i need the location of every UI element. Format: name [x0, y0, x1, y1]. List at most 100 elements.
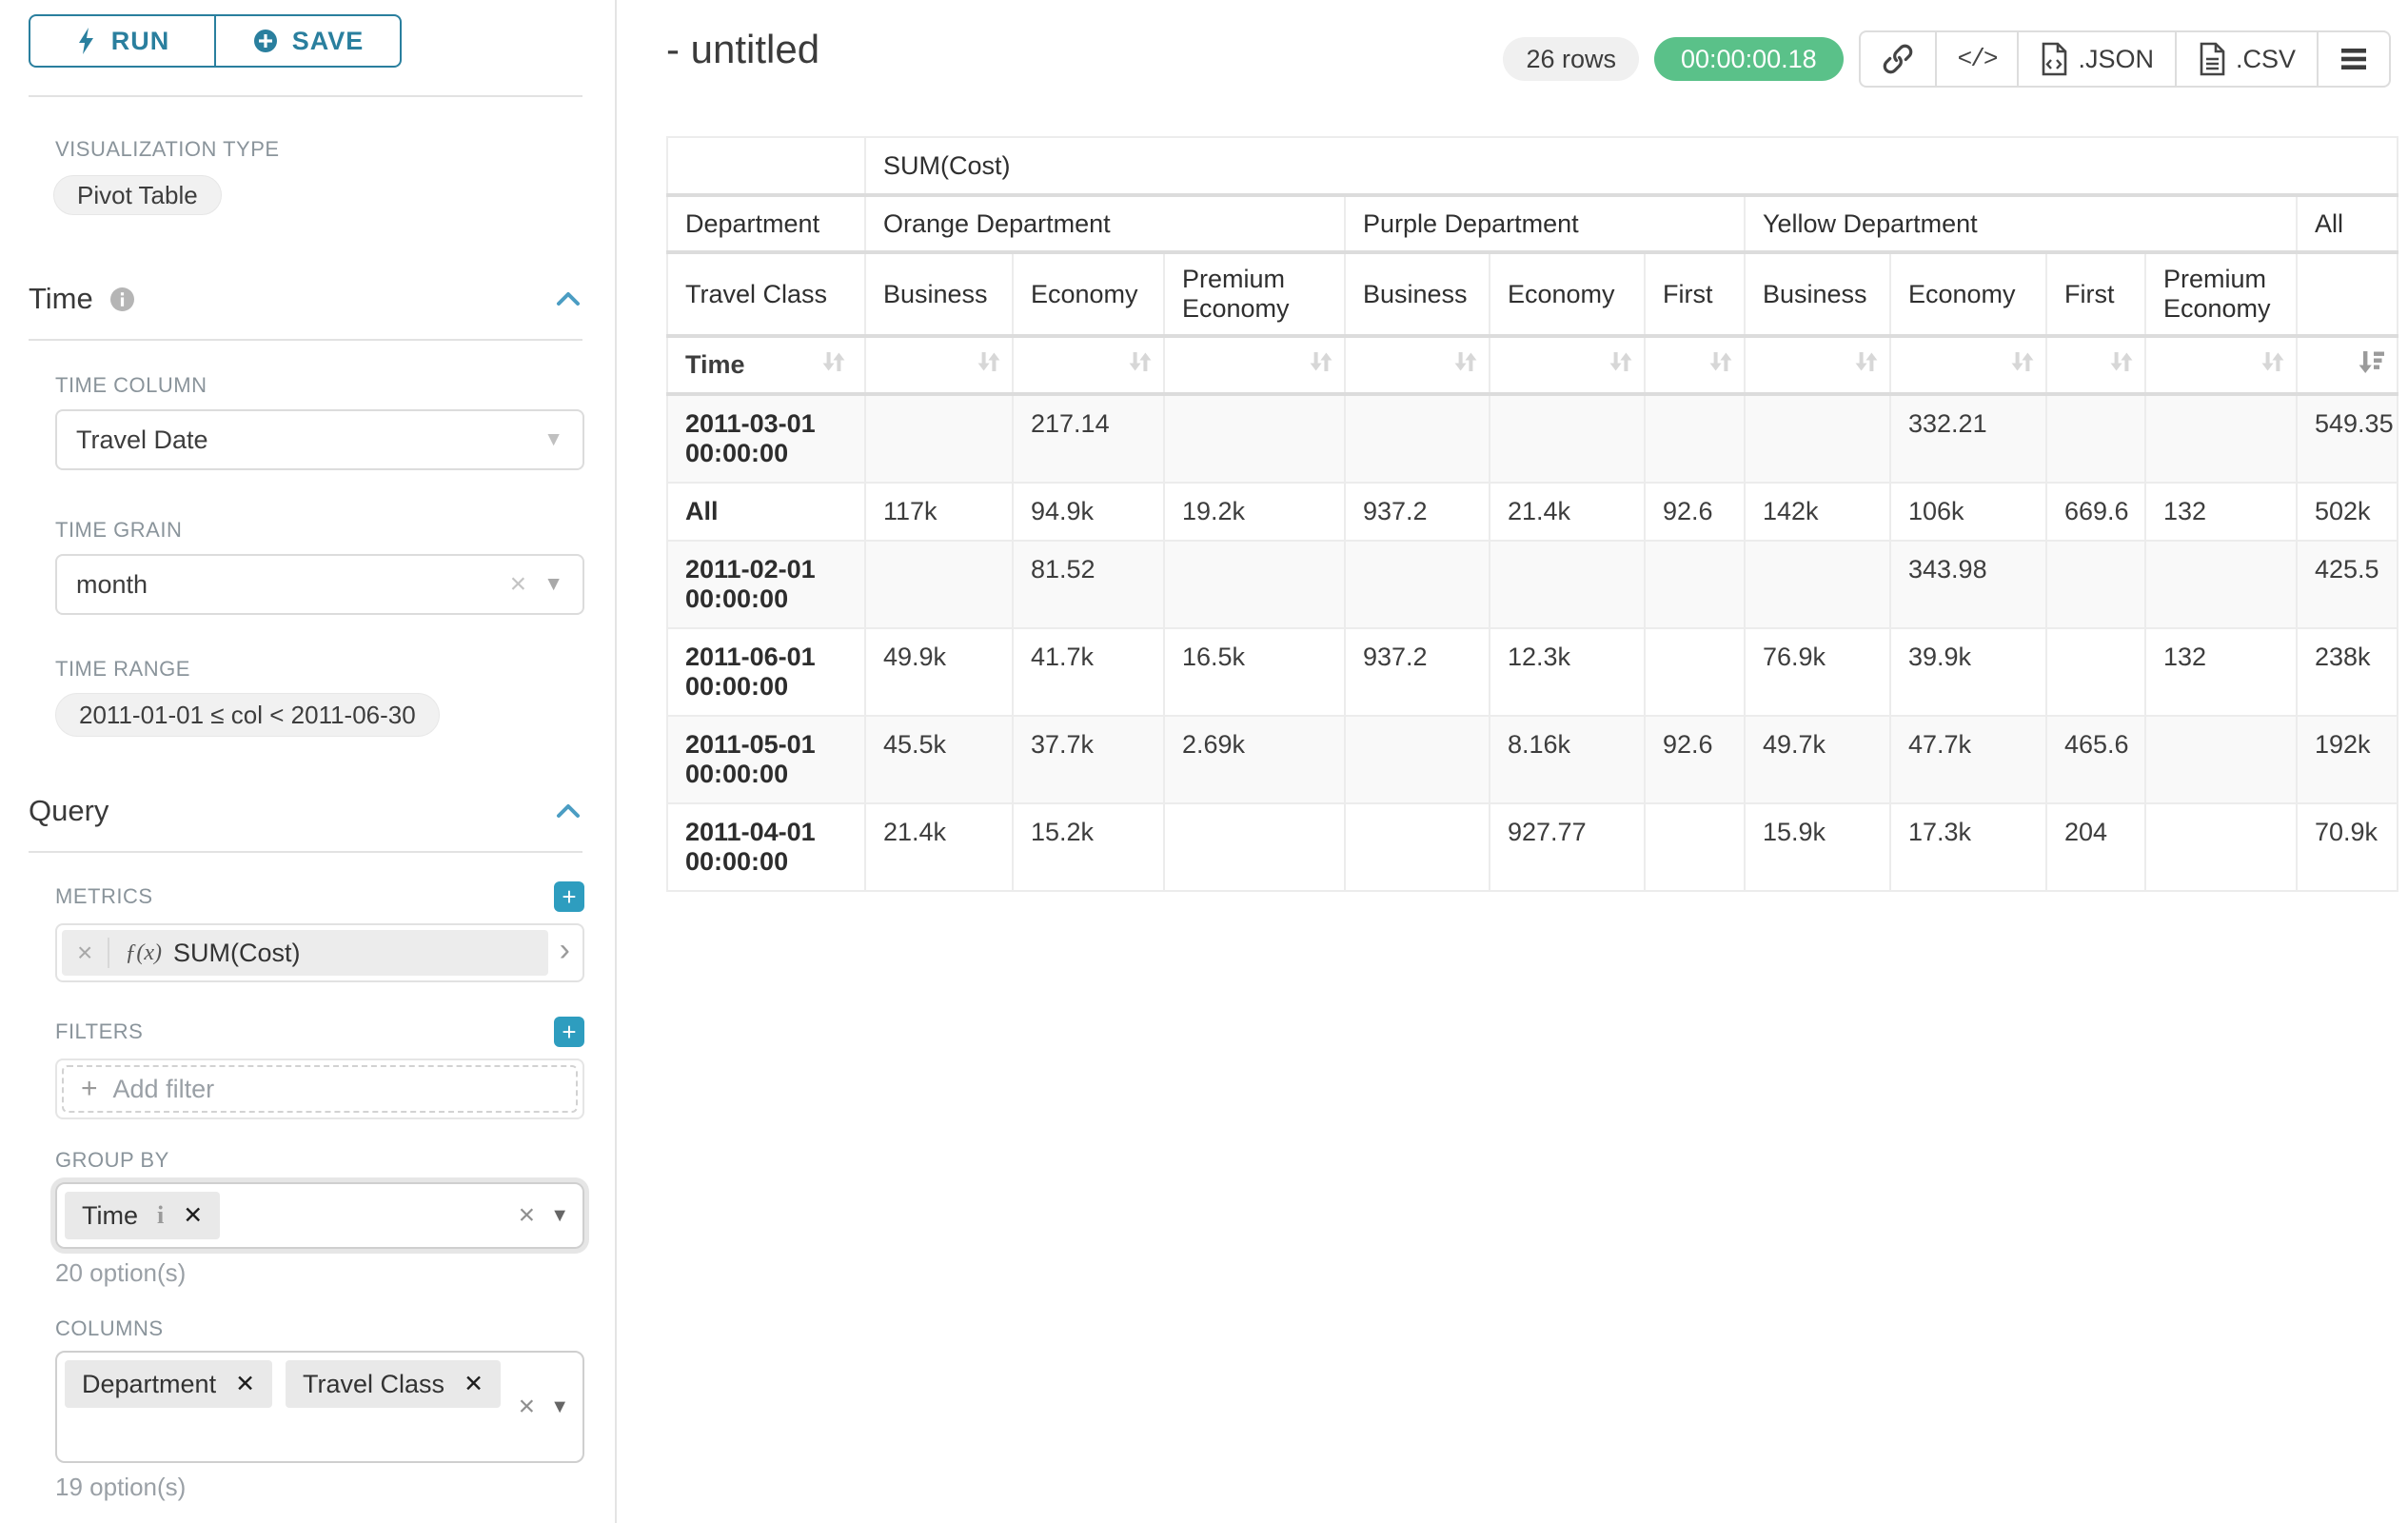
chart-title[interactable]: - untitled [666, 27, 820, 71]
time-range-pill[interactable]: 2011-01-01 ≤ col < 2011-06-30 [55, 693, 440, 737]
chip-label: Travel Class [303, 1369, 445, 1398]
sort-icon[interactable] [1344, 335, 1490, 396]
value-cell [1644, 802, 1746, 892]
value-cell [1163, 393, 1346, 484]
table-row: All 117k 94.9k 19.2k 937.2 21.4k 92.6 142k 106k 6… [666, 482, 2399, 542]
controls-scroll-area[interactable]: VISUALIZATION TYPE Pivot Table Time TIME… [0, 69, 615, 1523]
sort-icon[interactable] [1163, 335, 1346, 396]
groupby-options-hint: 20 option(s) [55, 1258, 187, 1287]
clear-icon[interactable]: × [518, 1199, 536, 1231]
chevron-up-icon[interactable] [554, 288, 582, 309]
columns-select[interactable]: Department ✕ Travel Class ✕ × ▼ [55, 1351, 584, 1463]
chevron-right-icon[interactable]: › [559, 931, 570, 968]
value-cell: 49.9k [864, 627, 1014, 717]
travel-class-header: Business [864, 251, 1014, 338]
metric-header-row: SUM(Cost) [666, 136, 2399, 197]
chart-control-panel: Chart Type RUN SAVE [0, 0, 617, 1523]
export-csv-button[interactable]: .CSV [2174, 32, 2317, 86]
sort-icon [819, 347, 847, 383]
value-cell: 21.4k [1489, 482, 1646, 542]
value-cell: 70.9k [2295, 802, 2399, 892]
value-cell: 2.69k [1163, 715, 1346, 804]
value-cell: 332.21 [1889, 393, 2047, 484]
value-cell: 937.2 [1344, 627, 1490, 717]
section-divider [29, 851, 582, 853]
sort-icon[interactable] [1489, 335, 1646, 396]
travel-class-header [2295, 251, 2399, 338]
time-column-select[interactable]: Travel Date ▼ [55, 409, 584, 470]
time-axis-header[interactable]: Time [666, 335, 866, 396]
selected-option-chip[interactable]: Time i ✕ [65, 1192, 221, 1239]
caret-down-icon[interactable]: ▼ [550, 1204, 569, 1226]
filters-label: FILTERS [55, 1019, 144, 1043]
value-cell: 927.77 [1489, 802, 1646, 892]
caret-down-icon[interactable]: ▼ [543, 573, 563, 595]
value-cell [1644, 540, 1746, 629]
sort-icon[interactable] [1644, 335, 1746, 396]
selected-option-chip[interactable]: Department ✕ [65, 1360, 273, 1408]
travel-class-header: First [1644, 251, 1746, 338]
remove-chip-icon[interactable]: ✕ [235, 1371, 256, 1397]
value-cell: 106k [1889, 482, 2047, 542]
visualization-type-label: VISUALIZATION TYPE [55, 137, 280, 161]
groupby-select[interactable]: Time i ✕ × ▼ [55, 1182, 584, 1249]
query-section-header: Query [29, 790, 582, 832]
row-label: 2011-05-01 00:00:00 [666, 715, 866, 804]
travel-class-header: Economy [1889, 251, 2047, 338]
selected-option-chip[interactable]: Travel Class ✕ [286, 1360, 502, 1408]
row-count-badge: 26 rows [1503, 37, 1639, 81]
travel-class-header: Premium Economy [1163, 251, 1346, 338]
sort-icon[interactable] [864, 335, 1014, 396]
value-cell: 41.7k [1012, 627, 1165, 717]
metric-chip[interactable]: × ƒ(x) SUM(Cost) [62, 930, 548, 976]
value-cell: 76.9k [1744, 627, 1891, 717]
chevron-up-icon[interactable] [554, 801, 582, 821]
remove-chip-icon[interactable]: ✕ [464, 1371, 484, 1397]
value-cell: 238k [2295, 627, 2399, 717]
run-button[interactable]: RUN [29, 14, 216, 68]
caret-down-icon[interactable]: ▼ [543, 428, 563, 450]
sort-icon[interactable] [1889, 335, 2047, 396]
travel-class-header: Business [1344, 251, 1490, 338]
clear-icon[interactable]: × [518, 1391, 536, 1422]
time-range-label: TIME RANGE [55, 657, 190, 681]
clear-icon[interactable]: × [509, 568, 527, 600]
value-cell [1344, 802, 1490, 892]
remove-chip-icon[interactable]: ✕ [183, 1202, 204, 1229]
add-metric-button[interactable]: + [554, 881, 584, 912]
value-cell [1744, 540, 1891, 629]
metric-header-cell: SUM(Cost) [863, 136, 2399, 197]
export-json-button[interactable]: .JSON [2017, 32, 2175, 86]
sort-icon[interactable] [2045, 335, 2146, 396]
department-group-header: All [2295, 194, 2399, 254]
caret-down-icon[interactable]: ▼ [550, 1395, 569, 1417]
remove-metric-icon[interactable]: × [62, 938, 110, 968]
more-options-button[interactable] [2317, 32, 2389, 86]
view-query-button[interactable]: </> [1934, 32, 2018, 86]
sort-header-row: Time [666, 335, 2399, 396]
add-filter-button[interactable]: + Add filter [62, 1065, 578, 1113]
chip-label: Department [82, 1369, 217, 1398]
filters-header-row: FILTERS + [55, 1017, 584, 1047]
share-link-button[interactable] [1861, 32, 1935, 86]
save-button-label: SAVE [291, 26, 365, 55]
value-cell [1489, 393, 1646, 484]
value-cell: 12.3k [1489, 627, 1646, 717]
viz-type-pill[interactable]: Pivot Table [53, 175, 222, 215]
sort-desc-active-icon[interactable] [2295, 335, 2399, 396]
time-grain-select[interactable]: month × ▼ [55, 554, 584, 615]
sort-icon[interactable] [1012, 335, 1165, 396]
department-header-row: Department Orange Department Purple Depar… [666, 194, 2399, 254]
value-cell [2144, 393, 2298, 484]
add-filter-plus-button[interactable]: + [554, 1017, 584, 1047]
json-file-icon [2043, 42, 2067, 76]
table-row: 2011-04-01 00:00:00 21.4k 15.2k 927.77 15.9k… [666, 802, 2399, 892]
value-cell: 21.4k [864, 802, 1014, 892]
travel-class-axis-label: Travel Class [666, 251, 866, 338]
row-label: All [666, 482, 866, 542]
sort-icon[interactable] [1744, 335, 1891, 396]
save-button[interactable]: SAVE [214, 14, 402, 68]
value-cell: 17.3k [1889, 802, 2047, 892]
sort-icon[interactable] [2144, 335, 2298, 396]
travel-class-header: First [2045, 251, 2146, 338]
